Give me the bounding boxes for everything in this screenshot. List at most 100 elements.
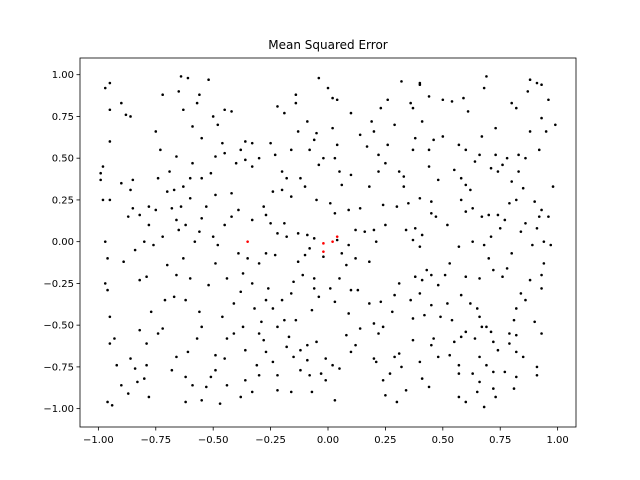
scatter-point [540,273,543,277]
scatter-point [480,325,484,329]
scatter-point [177,228,181,232]
scatter-point [283,221,286,225]
scatter-point [322,255,325,258]
scatter-point [508,201,511,205]
scatter-point [299,368,302,372]
scatter-point [280,188,284,192]
scatter-point [443,273,447,277]
scatter-point [418,81,422,85]
scatter-point [216,123,220,127]
scatter-point [306,343,309,347]
scatter-point [182,257,185,260]
scatter-point [308,373,311,377]
scatter-point [328,287,332,290]
scatter-point [340,252,344,255]
scatter-point [191,125,194,128]
y-axis: −1.00 −0.75 −0.50 −0.25 0.00 0.25 0.50 0.75 1.00 [43,70,80,415]
scatter-point [331,126,334,130]
scatter-point [386,98,390,102]
scatter-point [384,161,387,165]
scatter-point [519,292,523,295]
scatter-point [165,190,169,193]
scatter-point [478,380,481,384]
scatter-point [466,110,470,113]
scatter-point [381,203,385,207]
scatter-point [177,90,181,93]
y-tick-label: −0.25 [43,279,74,290]
scatter-point [289,195,293,198]
scatter-point [397,352,401,355]
scatter-point [427,95,431,98]
scatter-point [397,282,401,285]
x-axis: −1.00 −0.75 −0.50 −0.25 0.00 0.25 0.50 0.75 1.00 [83,427,569,446]
scatter-point [338,170,341,173]
scatter-point [503,218,507,222]
scatter-point [427,165,431,168]
y-tick-label: −1.00 [43,404,74,415]
scatter-point [535,81,539,85]
scatter-point [464,148,468,152]
scatter-point [223,151,226,155]
scatter-point [147,205,151,208]
scatter-point [487,257,491,260]
scatter-point [115,363,119,367]
scatter-point [358,206,362,210]
scatter-point [326,86,330,90]
scatter-point [441,135,445,138]
scatter-point [464,400,468,404]
scatter-point [184,400,187,404]
x-tick-label: −0.50 [198,435,229,446]
scatter-point [207,283,210,287]
scatter-point [188,196,192,200]
scatter-point [395,205,399,208]
x-tick-label: −0.75 [140,435,171,446]
scatter-point [324,378,328,382]
scatter-point [436,178,440,182]
scatter-point [216,243,220,247]
scatter-point [338,277,341,280]
scatter-point [349,350,353,354]
scatter-point [411,317,415,320]
scatter-point [312,237,316,240]
scatter-point [503,370,507,374]
scatter-point [145,363,148,367]
scatter-point [514,106,518,110]
scatter-point [452,168,456,172]
scatter-point [537,215,541,218]
scatter-point [129,357,132,360]
scatter-point [510,252,514,255]
scatter-point [172,295,176,299]
scatter-point [179,205,183,208]
scatter-point [494,395,497,399]
scatter-point [379,300,383,304]
scatter-point [303,253,307,257]
scatter-point [333,211,337,215]
scatter-point [161,327,164,330]
scatter-point [138,213,142,217]
scatter-point [368,260,371,264]
scatter-point [161,93,164,97]
scatter-point [377,153,380,157]
scatter-point [540,83,543,87]
scatter-point [170,368,174,372]
scatter-point [489,330,493,334]
scatter-point [120,101,123,105]
x-tick-label: 0.50 [432,435,454,446]
highlight-point [331,240,334,243]
scatter-point [230,215,233,218]
scatter-point [524,156,527,160]
scatter-point [317,163,321,167]
scatter-point [386,143,390,147]
scatter-point [101,165,105,168]
scatter-point [120,181,123,185]
scatter-point [496,170,500,173]
scatter-point [480,135,484,138]
scatter-point [349,173,353,177]
scatter-point [492,387,495,390]
scatter-point [193,240,197,243]
scatter-point [170,206,174,210]
scatter-point [257,262,261,265]
scatter-point [276,232,279,235]
scatter-point [354,343,357,347]
